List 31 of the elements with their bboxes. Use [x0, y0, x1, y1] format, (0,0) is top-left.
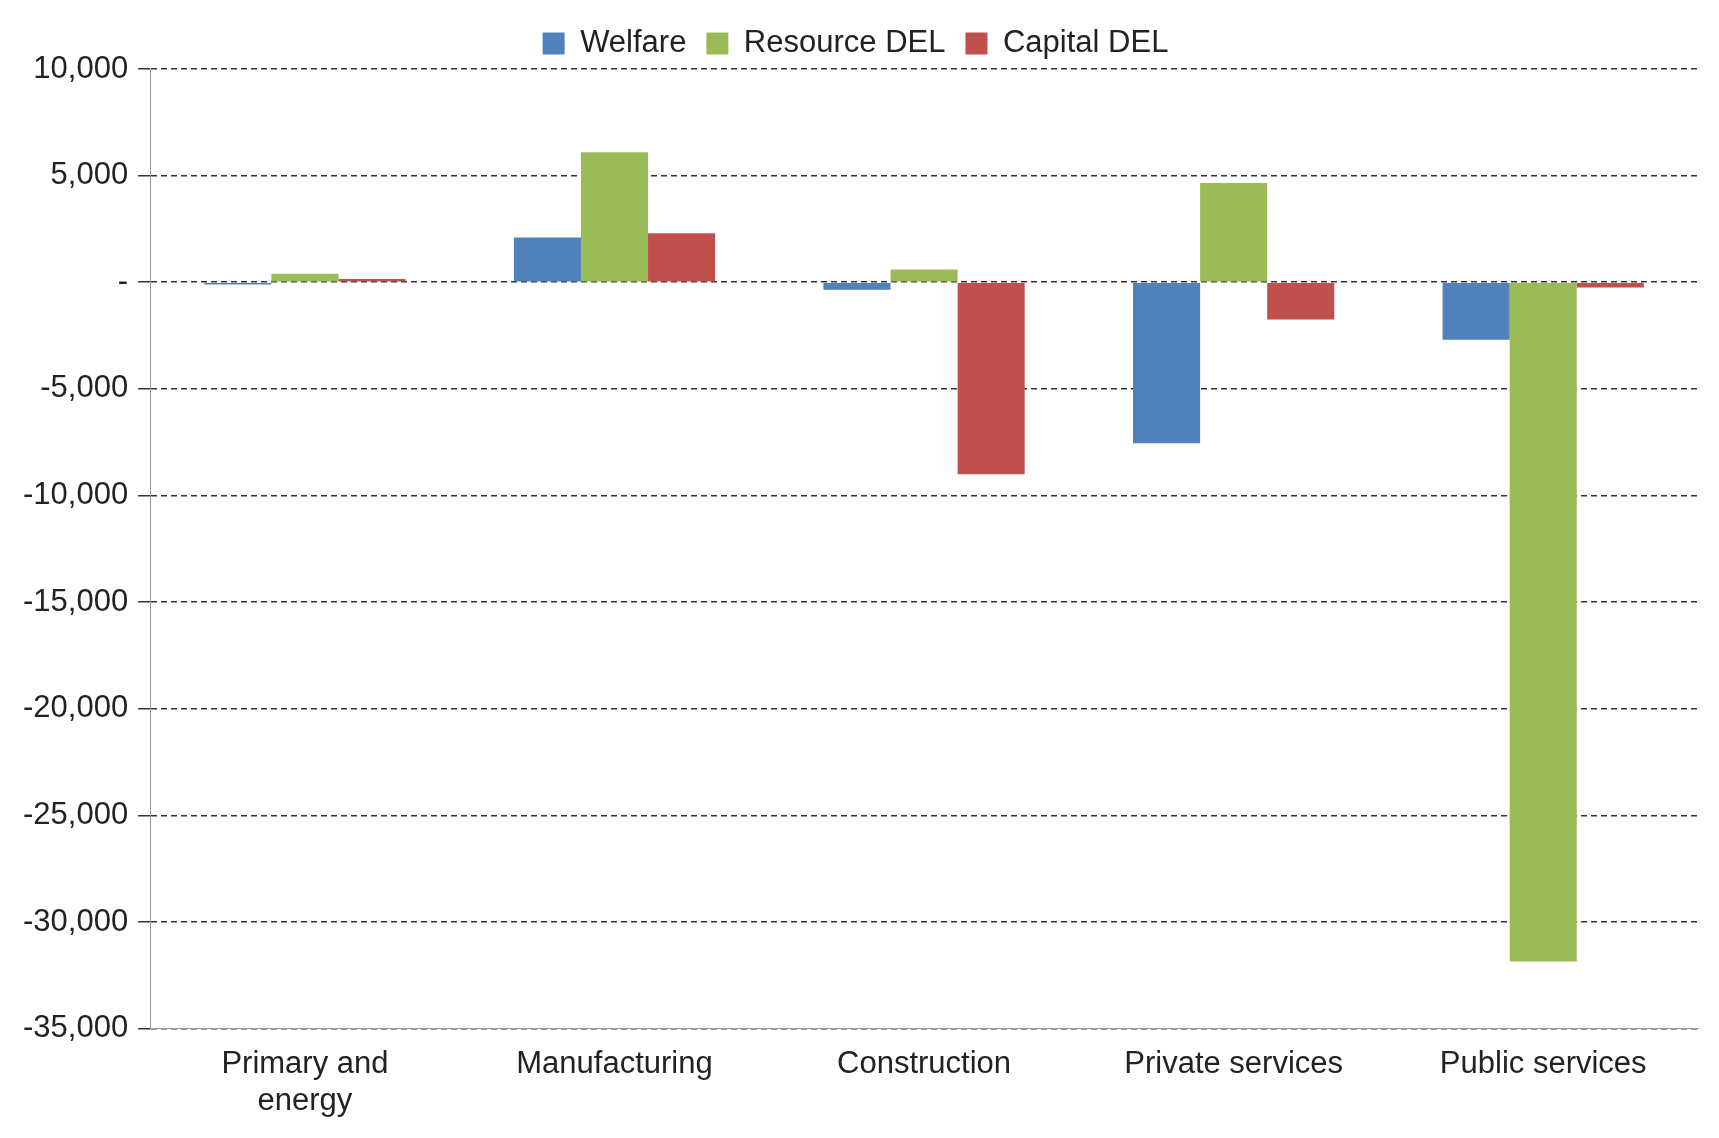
y-tick-label: 10,000: [33, 49, 129, 85]
bar: [890, 269, 958, 282]
x-tick-label: Private services: [1124, 1044, 1344, 1080]
x-tick-label: Public services: [1439, 1044, 1647, 1080]
y-tick-label: -35,000: [23, 1009, 129, 1045]
bar: [1509, 282, 1577, 962]
bar: [1267, 282, 1335, 320]
bar: [1442, 282, 1510, 340]
x-tick-label: Primary and energy: [221, 1044, 389, 1117]
legend-label: Capital DEL: [1002, 24, 1169, 60]
legend-label: Welfare: [580, 24, 687, 60]
bar: [271, 273, 339, 282]
y-tick-label: -5,000: [40, 369, 129, 405]
bar: [957, 282, 1025, 475]
bar: [513, 237, 581, 282]
bar: [580, 152, 649, 282]
y-tick-label: -25,000: [23, 795, 129, 831]
legend-label: Resource DEL: [743, 24, 946, 60]
bar: [1200, 183, 1268, 282]
bar: [1133, 282, 1201, 444]
bar: [823, 282, 891, 290]
x-tick-label: Construction: [837, 1044, 1012, 1080]
bar: [1576, 282, 1644, 288]
y-tick-label: -10,000: [23, 476, 129, 512]
y-tick-label: -15,000: [23, 582, 129, 618]
bar: [648, 233, 716, 282]
y-tick-label: -30,000: [23, 902, 129, 938]
y-tick-label: 5,000: [50, 156, 129, 192]
y-tick-label: -: [117, 262, 129, 298]
y-tick-label: -20,000: [23, 689, 129, 725]
x-tick-label: Manufacturing: [516, 1044, 713, 1080]
